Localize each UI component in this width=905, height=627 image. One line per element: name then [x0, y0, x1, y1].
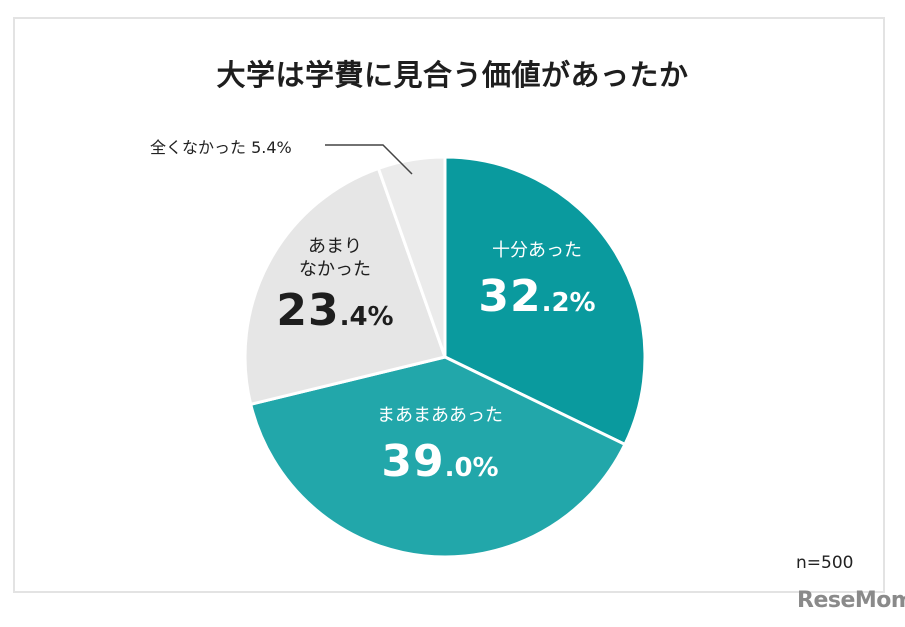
category-label: まあまああった [377, 405, 503, 426]
label-mattaku-nakatta: 全くなかった 5.4% [150, 138, 292, 157]
sample-size: n=500 [796, 553, 854, 573]
percent-value: 23.4% [276, 285, 394, 336]
percent-value: 39.0% [381, 435, 499, 487]
chart-title: 大学は学費に見合う価値があったか [216, 58, 689, 92]
category-label: 十分あった [492, 240, 582, 261]
label-amari-nakatta: あまり なかった 23.4% [270, 236, 400, 338]
slice-maamaa-atta [248, 355, 627, 559]
slice-juubun-atta [443, 155, 647, 447]
leader-line [325, 144, 413, 175]
label-maamaa-atta: まあまああった 39.0% [345, 405, 535, 489]
slice-amari-nakatta [243, 166, 447, 407]
category-label-line1: あまり [308, 236, 362, 257]
percent-value: 32.2% [478, 270, 596, 322]
resemom-logo: ReseMom [797, 588, 905, 613]
label-juubun-atta: 十分あった 32.2% [462, 240, 612, 324]
category-label-line2: なかった [299, 258, 371, 280]
slice-mattaku-nakatta [376, 155, 447, 358]
